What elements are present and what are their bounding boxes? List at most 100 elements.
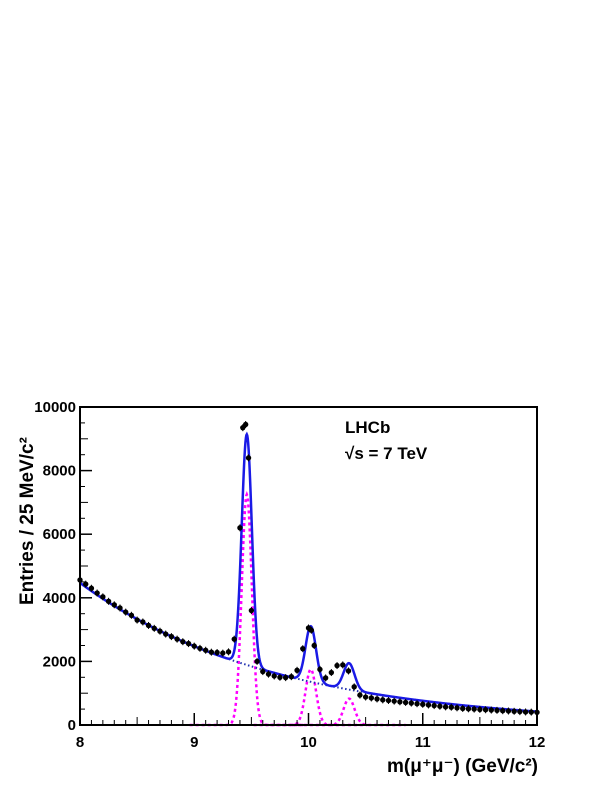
data-point (397, 699, 403, 705)
data-point (88, 585, 95, 591)
data-point (391, 698, 397, 704)
data-point (180, 638, 186, 645)
energy-label: √s = 7 TeV (345, 444, 428, 463)
data-point (168, 633, 175, 640)
x-tick-label: 9 (190, 734, 198, 751)
data-point (368, 695, 375, 701)
y-tick-label: 2000 (43, 653, 76, 670)
data-point (308, 627, 315, 633)
experiment-label: LHCb (345, 418, 390, 437)
data-point (83, 581, 89, 587)
data-point (271, 673, 277, 679)
data-point (511, 708, 517, 715)
data-point (134, 617, 140, 623)
data-point (328, 669, 335, 676)
data-point (454, 705, 460, 711)
data-point (500, 707, 506, 714)
data-point (465, 706, 472, 712)
data-point (191, 643, 197, 649)
data-point (225, 649, 232, 655)
data-point (300, 645, 306, 652)
data-point (202, 647, 209, 653)
data-point (111, 602, 117, 608)
data-point (494, 707, 500, 714)
data-point (448, 704, 455, 710)
data-point (528, 709, 534, 715)
data-point (505, 708, 512, 714)
data-point (123, 609, 129, 615)
data-point (208, 649, 215, 655)
data-point (185, 640, 192, 647)
data-point (414, 700, 420, 707)
data-point (317, 666, 323, 673)
data-point (322, 675, 329, 681)
data-point (245, 455, 252, 461)
signal-fit-curve (253, 667, 368, 727)
y-tick-label: 4000 (43, 590, 76, 607)
x-tick-label: 10 (300, 734, 317, 751)
y-tick-label: 0 (68, 717, 76, 734)
data-point (197, 645, 203, 652)
data-point (294, 667, 300, 674)
background-fit-curve (79, 582, 538, 713)
data-point (311, 642, 317, 649)
data-point (151, 625, 157, 632)
data-point (380, 697, 386, 703)
data-point (442, 704, 449, 710)
data-point (242, 421, 249, 428)
data-point (282, 674, 289, 681)
y-tick-label: 10000 (34, 399, 76, 416)
data-point (231, 636, 237, 642)
x-tick-label: 11 (415, 734, 431, 751)
data-point (214, 649, 220, 656)
data-point (174, 636, 180, 642)
data-point (94, 590, 100, 596)
data-point (351, 684, 357, 690)
data-point (517, 708, 523, 715)
total-fit-curve (79, 431, 538, 713)
data-point (522, 709, 529, 715)
data-point (220, 650, 226, 656)
data-point (117, 605, 123, 611)
data-point (420, 701, 426, 708)
data-point (477, 706, 483, 713)
data-point (374, 696, 380, 702)
data-point (488, 707, 494, 713)
data-point (265, 671, 272, 677)
data-point (357, 692, 363, 698)
y-axis-title: Entries / 25 MeV/c² (17, 437, 38, 605)
data-point (437, 703, 443, 709)
data-point (460, 705, 466, 712)
data-point (362, 694, 369, 700)
data-point (345, 668, 352, 674)
data-point (482, 707, 489, 713)
data-point (162, 631, 169, 637)
y-tick-label: 6000 (43, 526, 76, 543)
data-point (408, 700, 415, 706)
data-point (260, 668, 266, 675)
data-point (248, 607, 255, 614)
data-point (385, 697, 392, 704)
data-point (237, 525, 243, 531)
axes-layer: 8 9 10 11 12 0 2000 4000 6000 8000 10000 (34, 399, 545, 751)
data-point (140, 619, 146, 625)
data-point (431, 702, 437, 709)
data-point (334, 662, 340, 669)
y-tick-label: 8000 (43, 463, 76, 480)
data-point (288, 673, 295, 680)
data-point (254, 658, 260, 665)
data-point (425, 702, 432, 708)
data-point (277, 674, 283, 680)
x-axis-title: m(μ⁺μ⁻) (GeV/c²) (387, 756, 538, 777)
data-point (157, 628, 163, 634)
data-point (128, 612, 135, 618)
x-tick-label: 12 (529, 734, 546, 751)
x-tick-label: 8 (76, 734, 84, 751)
data-point (340, 662, 346, 668)
data-point (402, 699, 409, 706)
data-points-layer (77, 420, 540, 716)
signal-fit-curve (189, 490, 304, 727)
data-point (100, 594, 106, 600)
fit-layer (79, 431, 538, 727)
